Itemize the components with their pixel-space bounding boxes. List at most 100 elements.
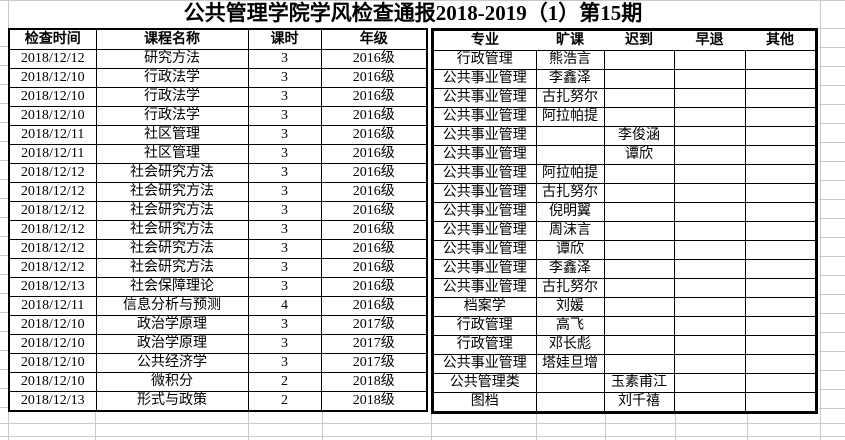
- cell-major[interactable]: 公共事业管理: [434, 88, 537, 108]
- cell-late-student[interactable]: [603, 50, 675, 70]
- cell-late-student[interactable]: [603, 107, 675, 127]
- cell-early-leave-student[interactable]: [673, 107, 746, 127]
- cell-class-hours[interactable]: 3: [247, 220, 322, 240]
- cell-early-leave-student[interactable]: [673, 221, 746, 241]
- cell-grade[interactable]: 2016级: [320, 258, 426, 278]
- cell-course-name[interactable]: 社会研究方法: [95, 163, 249, 183]
- cell-other[interactable]: [744, 221, 815, 241]
- cell-late-student[interactable]: 李俊涵: [603, 126, 675, 146]
- cell-course-name[interactable]: 公共经济学: [95, 353, 249, 373]
- cell-late-student[interactable]: 玉素甫江: [603, 373, 675, 393]
- cell-late-student[interactable]: [603, 335, 675, 355]
- cell-early-leave-student[interactable]: [673, 69, 746, 89]
- cell-major[interactable]: 公共事业管理: [434, 145, 537, 165]
- cell-early-leave-student[interactable]: [673, 50, 746, 70]
- cell-absent-student[interactable]: 邓长彪: [535, 335, 605, 355]
- cell-course-name[interactable]: 社会研究方法: [95, 258, 249, 278]
- cell-major[interactable]: 公共事业管理: [434, 107, 537, 127]
- cell-class-hours[interactable]: 2: [247, 391, 322, 410]
- cell-class-hours[interactable]: 2: [247, 372, 322, 392]
- cell-class-hours[interactable]: 3: [247, 334, 322, 354]
- cell-grade[interactable]: 2016级: [320, 201, 426, 221]
- cell-absent-student[interactable]: 塔娃旦增: [535, 354, 605, 374]
- cell-other[interactable]: [744, 297, 815, 317]
- cell-grade[interactable]: 2016级: [320, 182, 426, 202]
- cell-class-hours[interactable]: 3: [247, 87, 322, 107]
- cell-other[interactable]: [744, 50, 815, 70]
- cell-absent-student[interactable]: 高飞: [535, 316, 605, 336]
- cell-class-hours[interactable]: 3: [247, 163, 322, 183]
- cell-class-hours[interactable]: 3: [247, 239, 322, 259]
- cell-inspection-date[interactable]: 2018/12/12: [10, 182, 97, 202]
- cell-late-student[interactable]: [603, 316, 675, 336]
- cell-class-hours[interactable]: 4: [247, 296, 322, 316]
- header-grade[interactable]: 年级: [320, 30, 426, 50]
- cell-early-leave-student[interactable]: [673, 240, 746, 260]
- cell-major[interactable]: 公共事业管理: [434, 126, 537, 146]
- cell-other[interactable]: [744, 392, 815, 411]
- cell-inspection-date[interactable]: 2018/12/12: [10, 163, 97, 183]
- cell-major[interactable]: 行政管理: [434, 316, 537, 336]
- cell-major[interactable]: 行政管理: [434, 50, 537, 70]
- cell-inspection-date[interactable]: 2018/12/11: [10, 296, 97, 316]
- cell-other[interactable]: [744, 278, 815, 298]
- cell-grade[interactable]: 2016级: [320, 49, 426, 69]
- cell-other[interactable]: [744, 240, 815, 260]
- cell-class-hours[interactable]: 3: [247, 277, 322, 297]
- cell-absent-student[interactable]: 李鑫泽: [535, 69, 605, 89]
- cell-other[interactable]: [744, 335, 815, 355]
- cell-grade[interactable]: 2016级: [320, 296, 426, 316]
- cell-inspection-date[interactable]: 2018/12/13: [10, 277, 97, 297]
- cell-major[interactable]: 公共事业管理: [434, 278, 537, 298]
- cell-other[interactable]: [744, 107, 815, 127]
- cell-inspection-date[interactable]: 2018/12/11: [10, 125, 97, 145]
- cell-absent-student[interactable]: 阿拉帕提: [535, 164, 605, 184]
- cell-major[interactable]: 公共事业管理: [434, 183, 537, 203]
- cell-early-leave-student[interactable]: [673, 297, 746, 317]
- cell-grade[interactable]: 2016级: [320, 239, 426, 259]
- cell-grade[interactable]: 2016级: [320, 277, 426, 297]
- cell-inspection-date[interactable]: 2018/12/12: [10, 220, 97, 240]
- cell-grade[interactable]: 2016级: [320, 125, 426, 145]
- cell-course-name[interactable]: 政治学原理: [95, 315, 249, 335]
- cell-other[interactable]: [744, 202, 815, 222]
- cell-late-student[interactable]: [603, 221, 675, 241]
- cell-late-student[interactable]: [603, 297, 675, 317]
- cell-other[interactable]: [744, 183, 815, 203]
- cell-late-student[interactable]: 谭欣: [603, 145, 675, 165]
- cell-late-student[interactable]: [603, 240, 675, 260]
- cell-class-hours[interactable]: 3: [247, 353, 322, 373]
- header-other[interactable]: 其他: [745, 31, 815, 51]
- cell-inspection-date[interactable]: 2018/12/12: [10, 258, 97, 278]
- cell-grade[interactable]: 2017级: [320, 353, 426, 373]
- cell-early-leave-student[interactable]: [673, 88, 746, 108]
- cell-absent-student[interactable]: 李鑫泽: [535, 259, 605, 279]
- cell-course-name[interactable]: 社区管理: [95, 125, 249, 145]
- cell-grade[interactable]: 2016级: [320, 144, 426, 164]
- cell-inspection-date[interactable]: 2018/12/12: [10, 239, 97, 259]
- cell-other[interactable]: [744, 259, 815, 279]
- cell-absent-student[interactable]: 古扎努尔: [535, 278, 605, 298]
- cell-inspection-date[interactable]: 2018/12/12: [10, 49, 97, 69]
- cell-major[interactable]: 行政管理: [434, 335, 537, 355]
- cell-major[interactable]: 公共管理类: [434, 373, 537, 393]
- cell-course-name[interactable]: 形式与政策: [95, 391, 249, 410]
- cell-early-leave-student[interactable]: [673, 392, 746, 411]
- header-major[interactable]: 专业: [434, 31, 536, 51]
- cell-class-hours[interactable]: 3: [247, 144, 322, 164]
- cell-course-name[interactable]: 社会研究方法: [95, 220, 249, 240]
- cell-course-name[interactable]: 信息分析与预测: [95, 296, 249, 316]
- cell-major[interactable]: 公共事业管理: [434, 240, 537, 260]
- cell-absent-student[interactable]: 刘媛: [535, 297, 605, 317]
- cell-course-name[interactable]: 社会研究方法: [95, 239, 249, 259]
- cell-class-hours[interactable]: 3: [247, 182, 322, 202]
- cell-other[interactable]: [744, 354, 815, 374]
- header-inspection-date[interactable]: 检查时间: [10, 30, 97, 50]
- cell-major[interactable]: 公共事业管理: [434, 202, 537, 222]
- cell-course-name[interactable]: 社会研究方法: [95, 182, 249, 202]
- cell-early-leave-student[interactable]: [673, 335, 746, 355]
- cell-inspection-date[interactable]: 2018/12/10: [10, 68, 97, 88]
- cell-early-leave-student[interactable]: [673, 164, 746, 184]
- cell-inspection-date[interactable]: 2018/12/12: [10, 201, 97, 221]
- cell-grade[interactable]: 2017级: [320, 315, 426, 335]
